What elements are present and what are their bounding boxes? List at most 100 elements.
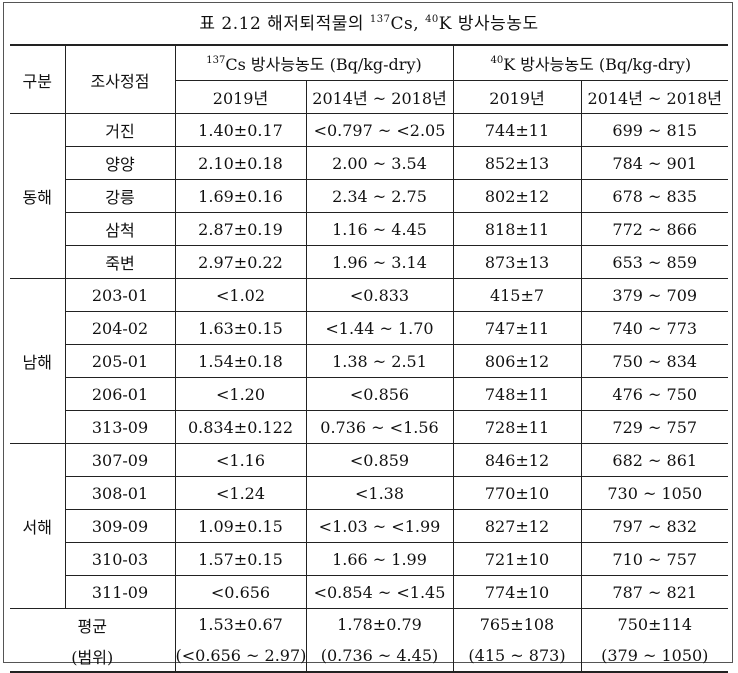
table-row: 205-01 1.54±0.18 1.38 ~ 2.51 806±12 750 ~ 83…: [10, 344, 729, 378]
cs-2019-cell: <1.02: [174, 278, 307, 312]
table-row: 310-03 1.57±0.15 1.66 ~ 1.99 721±10 710 ~ 75…: [10, 542, 729, 576]
avg-k-range-span: (379 ~ 1050): [580, 640, 729, 673]
cs-range-cell: 2.34 ~ 2.75: [305, 179, 454, 213]
station-cell: 310-03: [64, 542, 176, 576]
k-2019-cell: 415±7: [452, 278, 582, 312]
average-range-label: (범위): [10, 640, 176, 673]
avg-k-2019: 765±108: [452, 608, 582, 640]
cs-range-cell: <0.797 ~ <2.05: [305, 113, 454, 147]
k-2019-cell: 802±12: [452, 179, 582, 213]
table-row: 동해 거진 1.40±0.17 <0.797 ~ <2.05 744±11 699 ~ 8…: [10, 113, 729, 279]
table-row: 308-01 <1.24 <1.38 770±10 730 ~ 1050: [10, 476, 729, 510]
cs-2019-cell: 2.10±0.18: [174, 146, 307, 180]
k-2019-cell: 744±11: [452, 113, 582, 147]
cs-range-cell: <0.859: [305, 443, 454, 477]
k-range-cell: 678 ~ 835: [580, 179, 729, 213]
station-cell: 강릉: [64, 179, 176, 213]
k-range-cell: 710 ~ 757: [580, 542, 729, 576]
region-label: 동해: [10, 113, 66, 279]
k-range-cell: 784 ~ 901: [580, 146, 729, 180]
station-cell: 203-01: [64, 278, 176, 312]
cs-range-cell: 0.736 ~ <1.56: [305, 410, 454, 444]
cs-2019-cell: 0.834±0.122: [174, 410, 307, 444]
k-2019-cell: 827±12: [452, 509, 582, 543]
k-range-cell: 653 ~ 859: [580, 245, 729, 279]
cs-2019-cell: 1.63±0.15: [174, 311, 307, 345]
avg-cs-range: 1.78±0.79: [305, 608, 454, 640]
station-cell: 313-09: [64, 410, 176, 444]
cs-range-cell: 1.38 ~ 2.51: [305, 344, 454, 378]
k-2019-cell: 747±11: [452, 311, 582, 345]
avg-cs-range-span: (0.736 ~ 4.45): [305, 640, 454, 673]
cs-range-cell: 2.00 ~ 3.54: [305, 146, 454, 180]
station-cell: 삼척: [64, 212, 176, 246]
k-range-cell: 729 ~ 757: [580, 410, 729, 444]
k-range-cell: 740 ~ 773: [580, 311, 729, 345]
k-2019-cell: 770±10: [452, 476, 582, 510]
k-2019-cell: 748±11: [452, 377, 582, 411]
k-range-cell: 476 ~ 750: [580, 377, 729, 411]
cs-2019-cell: 1.40±0.17: [174, 113, 307, 147]
table-row: 313-09 0.834±0.122 0.736 ~ <1.56 728±11 729 …: [10, 410, 729, 444]
cs-range-cell: 1.66 ~ 1.99: [305, 542, 454, 576]
header-cs-2019: 2019년: [174, 80, 307, 114]
cs-2019-cell: 1.09±0.15: [174, 509, 307, 543]
header-cs: 137Cs 방사능농도 (Bq/kg-dry): [174, 44, 454, 81]
average-row: 평균 1.53±0.67 1.78±0.79 765±108 750±114: [10, 608, 729, 640]
table-row: 309-09 1.09±0.15 <1.03 ~ <1.99 827±12 797 ~ …: [10, 509, 729, 543]
table-row: 서해 307-09 <1.16 <0.859 846±12 682 ~ 861: [10, 443, 729, 609]
k-range-cell: 379 ~ 709: [580, 278, 729, 312]
region-label: 남해: [10, 278, 66, 444]
table-row: 204-02 1.63±0.15 <1.44 ~ 1.70 747±11 740 ~ 7…: [10, 311, 729, 345]
cs-range-cell: <1.03 ~ <1.99: [305, 509, 454, 543]
station-cell: 양양: [64, 146, 176, 180]
header-k-2019: 2019년: [452, 80, 582, 114]
table-row: 강릉 1.69±0.16 2.34 ~ 2.75 802±12 678 ~ 835: [10, 179, 729, 213]
average-label: 평균: [10, 608, 176, 640]
cs-range-cell: <1.44 ~ 1.70: [305, 311, 454, 345]
header-station: 조사정점: [64, 44, 176, 114]
station-cell: 206-01: [64, 377, 176, 411]
header-group: 구분: [10, 44, 66, 114]
avg-cs-2019-span: (<0.656 ~ 2.97): [174, 640, 307, 673]
header-k: 40K 방사능농도 (Bq/kg-dry): [452, 44, 729, 81]
cs-2019-cell: 1.54±0.18: [174, 344, 307, 378]
cs-range-cell: 1.16 ~ 4.45: [305, 212, 454, 246]
k-range-cell: 797 ~ 832: [580, 509, 729, 543]
cs-range-cell: <0.856: [305, 377, 454, 411]
cs-2019-cell: 2.97±0.22: [174, 245, 307, 279]
table-row: 삼척 2.87±0.19 1.16 ~ 4.45 818±11 772 ~ 866: [10, 212, 729, 246]
table-row: 206-01 <1.20 <0.856 748±11 476 ~ 750: [10, 377, 729, 411]
cs-2019-cell: 2.87±0.19: [174, 212, 307, 246]
table-row: 남해 203-01 <1.02 <0.833 415±7 379 ~ 709: [10, 278, 729, 444]
k-range-cell: 730 ~ 1050: [580, 476, 729, 510]
station-cell: 308-01: [64, 476, 176, 510]
cs-2019-cell: <1.24: [174, 476, 307, 510]
table-row: 죽변 2.97±0.22 1.96 ~ 3.14 873±13 653 ~ 859: [10, 245, 729, 279]
table-row: 311-09 <0.656 <0.854 ~ <1.45 774±10 787 ~ 82…: [10, 575, 729, 609]
k-2019-cell: 818±11: [452, 212, 582, 246]
k-2019-cell: 728±11: [452, 410, 582, 444]
cs-range-cell: <0.854 ~ <1.45: [305, 575, 454, 609]
k-2019-cell: 774±10: [452, 575, 582, 609]
radioactivity-table: 구분 조사정점 137Cs 방사능농도 (Bq/kg-dry) 40K 방사능농…: [10, 44, 729, 673]
station-cell: 205-01: [64, 344, 176, 378]
cs-2019-cell: <1.16: [174, 443, 307, 477]
avg-cs-2019: 1.53±0.67: [174, 608, 307, 640]
cs-range-cell: 1.96 ~ 3.14: [305, 245, 454, 279]
k-range-cell: 750 ~ 834: [580, 344, 729, 378]
station-cell: 309-09: [64, 509, 176, 543]
header-cs-range: 2014년 ~ 2018년: [305, 80, 454, 114]
cs-range-cell: <1.38: [305, 476, 454, 510]
station-cell: 311-09: [64, 575, 176, 609]
station-cell: 307-09: [64, 443, 176, 477]
region-label: 서해: [10, 443, 66, 609]
station-cell: 죽변: [64, 245, 176, 279]
station-cell: 204-02: [64, 311, 176, 345]
k-2019-cell: 873±13: [452, 245, 582, 279]
cs-range-cell: <0.833: [305, 278, 454, 312]
k-range-cell: 682 ~ 861: [580, 443, 729, 477]
average-range-row: (범위) (<0.656 ~ 2.97) (0.736 ~ 4.45) (415 ~ …: [10, 640, 729, 673]
table-row: 양양 2.10±0.18 2.00 ~ 3.54 852±13 784 ~ 901: [10, 146, 729, 180]
header-k-range: 2014년 ~ 2018년: [580, 80, 729, 114]
